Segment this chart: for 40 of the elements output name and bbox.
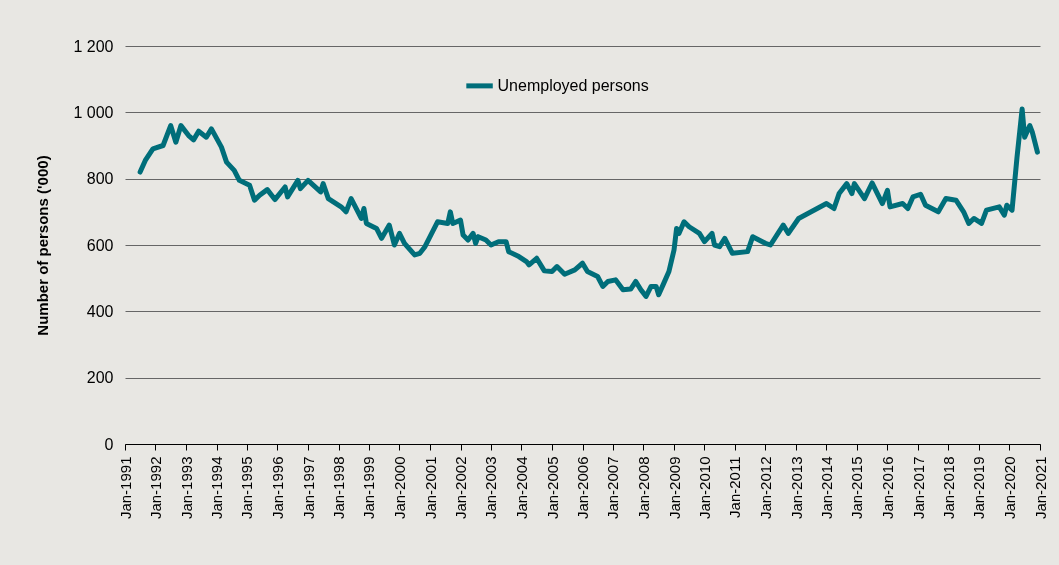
y-tick-label: 600 [86, 236, 114, 254]
x-tick-label: Jan-2008 [634, 456, 652, 520]
x-tick-label: Jan-2019 [970, 456, 988, 520]
x-tick-label: Jan-1991 [116, 456, 134, 520]
x-tick-label: Jan-2000 [390, 456, 408, 520]
y-tick-label: 400 [86, 302, 114, 320]
x-tick-label: Jan-1999 [360, 456, 378, 520]
y-tick-label: 1 000 [73, 103, 114, 121]
x-tick-label: Jan-2018 [939, 456, 957, 520]
x-tick-label: Jan-1997 [299, 456, 317, 520]
x-tick-label: Jan-2021 [1031, 456, 1049, 520]
x-tick-label: Jan-2017 [909, 456, 927, 520]
x-tick-label: Jan-2011 [726, 456, 744, 518]
x-tick-label: Jan-1998 [330, 456, 348, 520]
x-tick-label: Jan-2007 [604, 456, 622, 520]
x-tick-label: Jan-2004 [512, 456, 530, 520]
x-tick-label: Jan-2006 [574, 456, 591, 520]
x-tick-label: Jan-1993 [177, 456, 195, 520]
x-tick-label: Jan-2009 [665, 456, 683, 520]
x-tick-label: Jan-2013 [787, 456, 805, 520]
x-tick-label: Jan-2003 [482, 456, 500, 520]
x-tick-label: Jan-2015 [848, 456, 866, 520]
x-tick-label: Jan-2016 [878, 456, 896, 520]
x-tick-label: Jan-2012 [756, 456, 774, 520]
x-tick-label: Jan-2005 [543, 456, 561, 520]
y-tick-label: 0 [104, 435, 114, 453]
y-tick-label: 1 200 [73, 37, 114, 55]
x-tick-label: Jan-1992 [146, 456, 164, 520]
y-axis-title: Number of persons ('000) [34, 155, 52, 336]
x-tick-label: Jan-2001 [421, 456, 439, 520]
x-tick-label: Jan-2010 [695, 456, 713, 520]
x-tick-label: Jan-2002 [452, 456, 470, 520]
x-tick-label: Jan-2020 [1000, 456, 1018, 520]
x-tick-label: Jan-1994 [208, 456, 226, 520]
x-tick-label: Jan-1995 [238, 456, 256, 520]
x-tick-label: Jan-2014 [817, 456, 835, 520]
x-tick-label: Jan-1996 [268, 456, 286, 520]
y-tick-label: 200 [86, 369, 114, 387]
legend-label: Unemployed persons [497, 76, 649, 94]
y-tick-label: 800 [86, 170, 114, 188]
